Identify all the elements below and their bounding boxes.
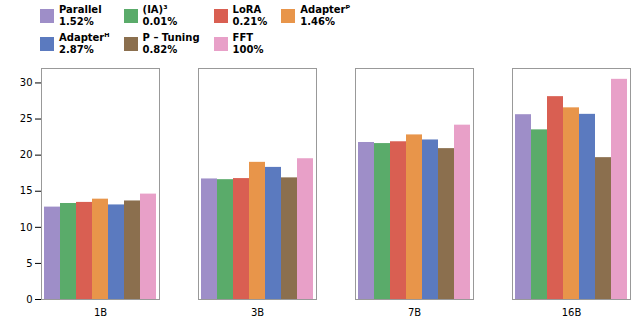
- html-text:1.46%: 1.46%: [300, 16, 335, 27]
- html-text:LoRA: LoRA: [232, 4, 262, 15]
- html-text:0.82%: 0.82%: [142, 44, 178, 55]
- html-text:0.01%: 0.01%: [142, 16, 178, 27]
- html-text:2.87%: 2.87%: [59, 44, 94, 55]
- svg-text:5: 5: [26, 258, 32, 269]
- svg-text:3B: 3B: [251, 307, 264, 318]
- svg-text:7B: 7B: [408, 307, 421, 318]
- svg-text:1B: 1B: [94, 307, 107, 318]
- html-text:Parallel: Parallel: [59, 4, 102, 15]
- html-text:0.21%: 0.21%: [232, 16, 268, 27]
- html-text:FFT: FFT: [232, 32, 253, 43]
- svg-text:30: 30: [20, 77, 33, 88]
- svg-text:25: 25: [20, 113, 33, 124]
- html-text:Adapterᴾ: Adapterᴾ: [300, 4, 351, 15]
- html-text:1.52%: 1.52%: [59, 16, 94, 27]
- svg-text:15: 15: [20, 185, 33, 196]
- svg-text:10: 10: [20, 222, 33, 233]
- html-text:Adapterᴴ: Adapterᴴ: [59, 32, 110, 43]
- svg-text:0: 0: [26, 294, 32, 305]
- html-text:(IA)³: (IA)³: [142, 4, 168, 15]
- svg-text:20: 20: [20, 149, 33, 160]
- svg-text:16B: 16B: [562, 307, 582, 318]
- html-text:P – Tuning: P – Tuning: [142, 32, 200, 43]
- html-text:100%: 100%: [232, 44, 264, 55]
